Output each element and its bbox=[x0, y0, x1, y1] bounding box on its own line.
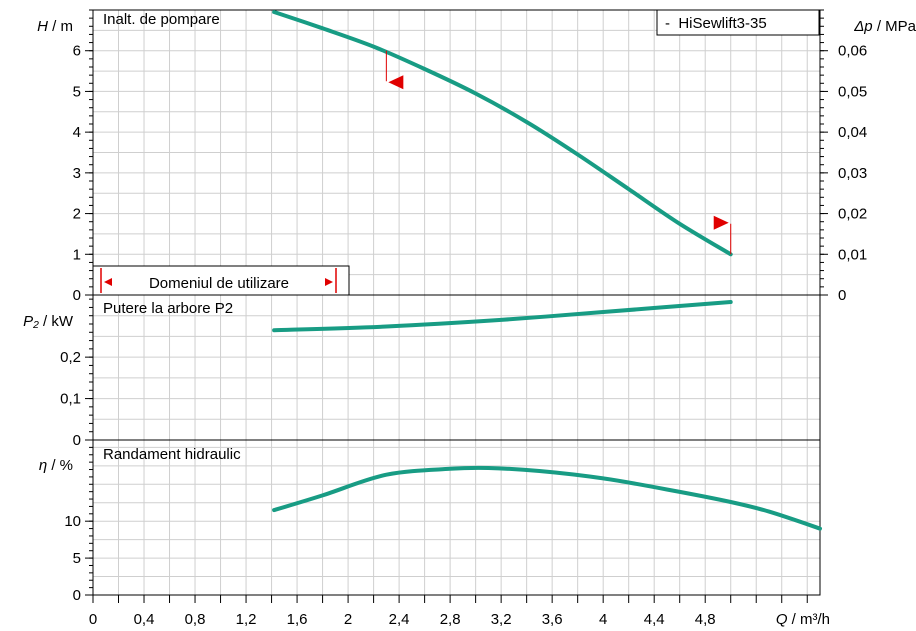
series-line-panel-1 bbox=[272, 10, 733, 257]
y-tick-label: 10 bbox=[64, 513, 81, 530]
y2-axis-title-pressure: Δp / MPa bbox=[853, 18, 916, 35]
legend-entry: - HiSewlift3-35 bbox=[665, 15, 767, 32]
x-tick-label: 3,2 bbox=[491, 611, 512, 628]
series-line-panel-2 bbox=[272, 300, 733, 333]
usage-range-arrow-left bbox=[104, 278, 112, 286]
usage-range-label: Domeniul de utilizare bbox=[149, 275, 289, 292]
y2-tick-label: 0,02 bbox=[838, 206, 867, 223]
grid bbox=[93, 10, 820, 595]
x-tick-label: 1,6 bbox=[287, 611, 308, 628]
x-tick-label: 4,8 bbox=[695, 611, 716, 628]
y-tick-label: 3 bbox=[73, 165, 81, 182]
y-tick-label: 1 bbox=[73, 246, 81, 263]
x-tick-label: 3,6 bbox=[542, 611, 563, 628]
y-tick-label: 4 bbox=[73, 124, 81, 141]
panel-title-power: Putere la arbore P2 bbox=[103, 300, 233, 317]
curves bbox=[272, 10, 822, 531]
y-tick-label: 0 bbox=[73, 587, 81, 604]
usage-range: Domeniul de utilizare bbox=[92, 265, 350, 296]
y-tick-label: 5 bbox=[73, 83, 81, 100]
x-tick-label: 0,4 bbox=[134, 611, 155, 628]
x-axis-title-flow: Q / m³/h bbox=[776, 611, 830, 628]
panel-title-head: Inalt. de pompare bbox=[103, 11, 220, 28]
axis-ticks bbox=[85, 9, 828, 603]
y-axis-title-head: H / m bbox=[37, 18, 73, 35]
y2-tick-label: 0 bbox=[838, 287, 846, 304]
series-line-panel-3 bbox=[272, 465, 822, 531]
y2-tick-label: 0,06 bbox=[838, 43, 867, 60]
x-tick-label: 2 bbox=[344, 611, 352, 628]
y-tick-label: 5 bbox=[73, 550, 81, 567]
op-marker-arrow bbox=[713, 215, 729, 230]
usage-range-box bbox=[92, 265, 350, 296]
y-tick-label: 0,1 bbox=[60, 391, 81, 408]
y2-tick-label: 0,04 bbox=[838, 124, 867, 141]
y2-tick-label: 0,05 bbox=[838, 83, 867, 100]
y2-tick-label: 0,03 bbox=[838, 165, 867, 182]
labels: 0 1 2 3 4 5 6 0 0,1 0,2 0 5 10 0 0,01 0,02 0,03 0,04 0,05 0… bbox=[23, 9, 916, 628]
legend: - HiSewlift3-35 bbox=[656, 9, 820, 36]
x-tick-label: 2,4 bbox=[389, 611, 410, 628]
y2-tick-label: 0,01 bbox=[838, 246, 867, 263]
y-tick-label: 6 bbox=[73, 43, 81, 60]
x-tick-label: 2,8 bbox=[440, 611, 461, 628]
y-axis-title-power: P₂ / kW bbox=[23, 313, 74, 330]
y-tick-label: 0,2 bbox=[60, 349, 81, 366]
usage-range-arrow-right bbox=[325, 278, 333, 286]
legend-box bbox=[656, 9, 820, 36]
plot-frame bbox=[92, 9, 821, 596]
x-tick-label: 1,2 bbox=[236, 611, 257, 628]
y-tick-label: 0 bbox=[73, 287, 81, 304]
x-tick-label: 4,4 bbox=[644, 611, 665, 628]
x-tick-label: 4 bbox=[599, 611, 607, 628]
x-tick-label: 0 bbox=[89, 611, 97, 628]
y-tick-label: 0 bbox=[73, 432, 81, 449]
panel-title-efficiency: Randament hidraulic bbox=[103, 446, 241, 463]
x-tick-label: 0,8 bbox=[185, 611, 206, 628]
y-axis-title-efficiency: η / % bbox=[39, 457, 73, 474]
y-tick-label: 2 bbox=[73, 206, 81, 223]
op-marker-arrow bbox=[388, 75, 404, 90]
